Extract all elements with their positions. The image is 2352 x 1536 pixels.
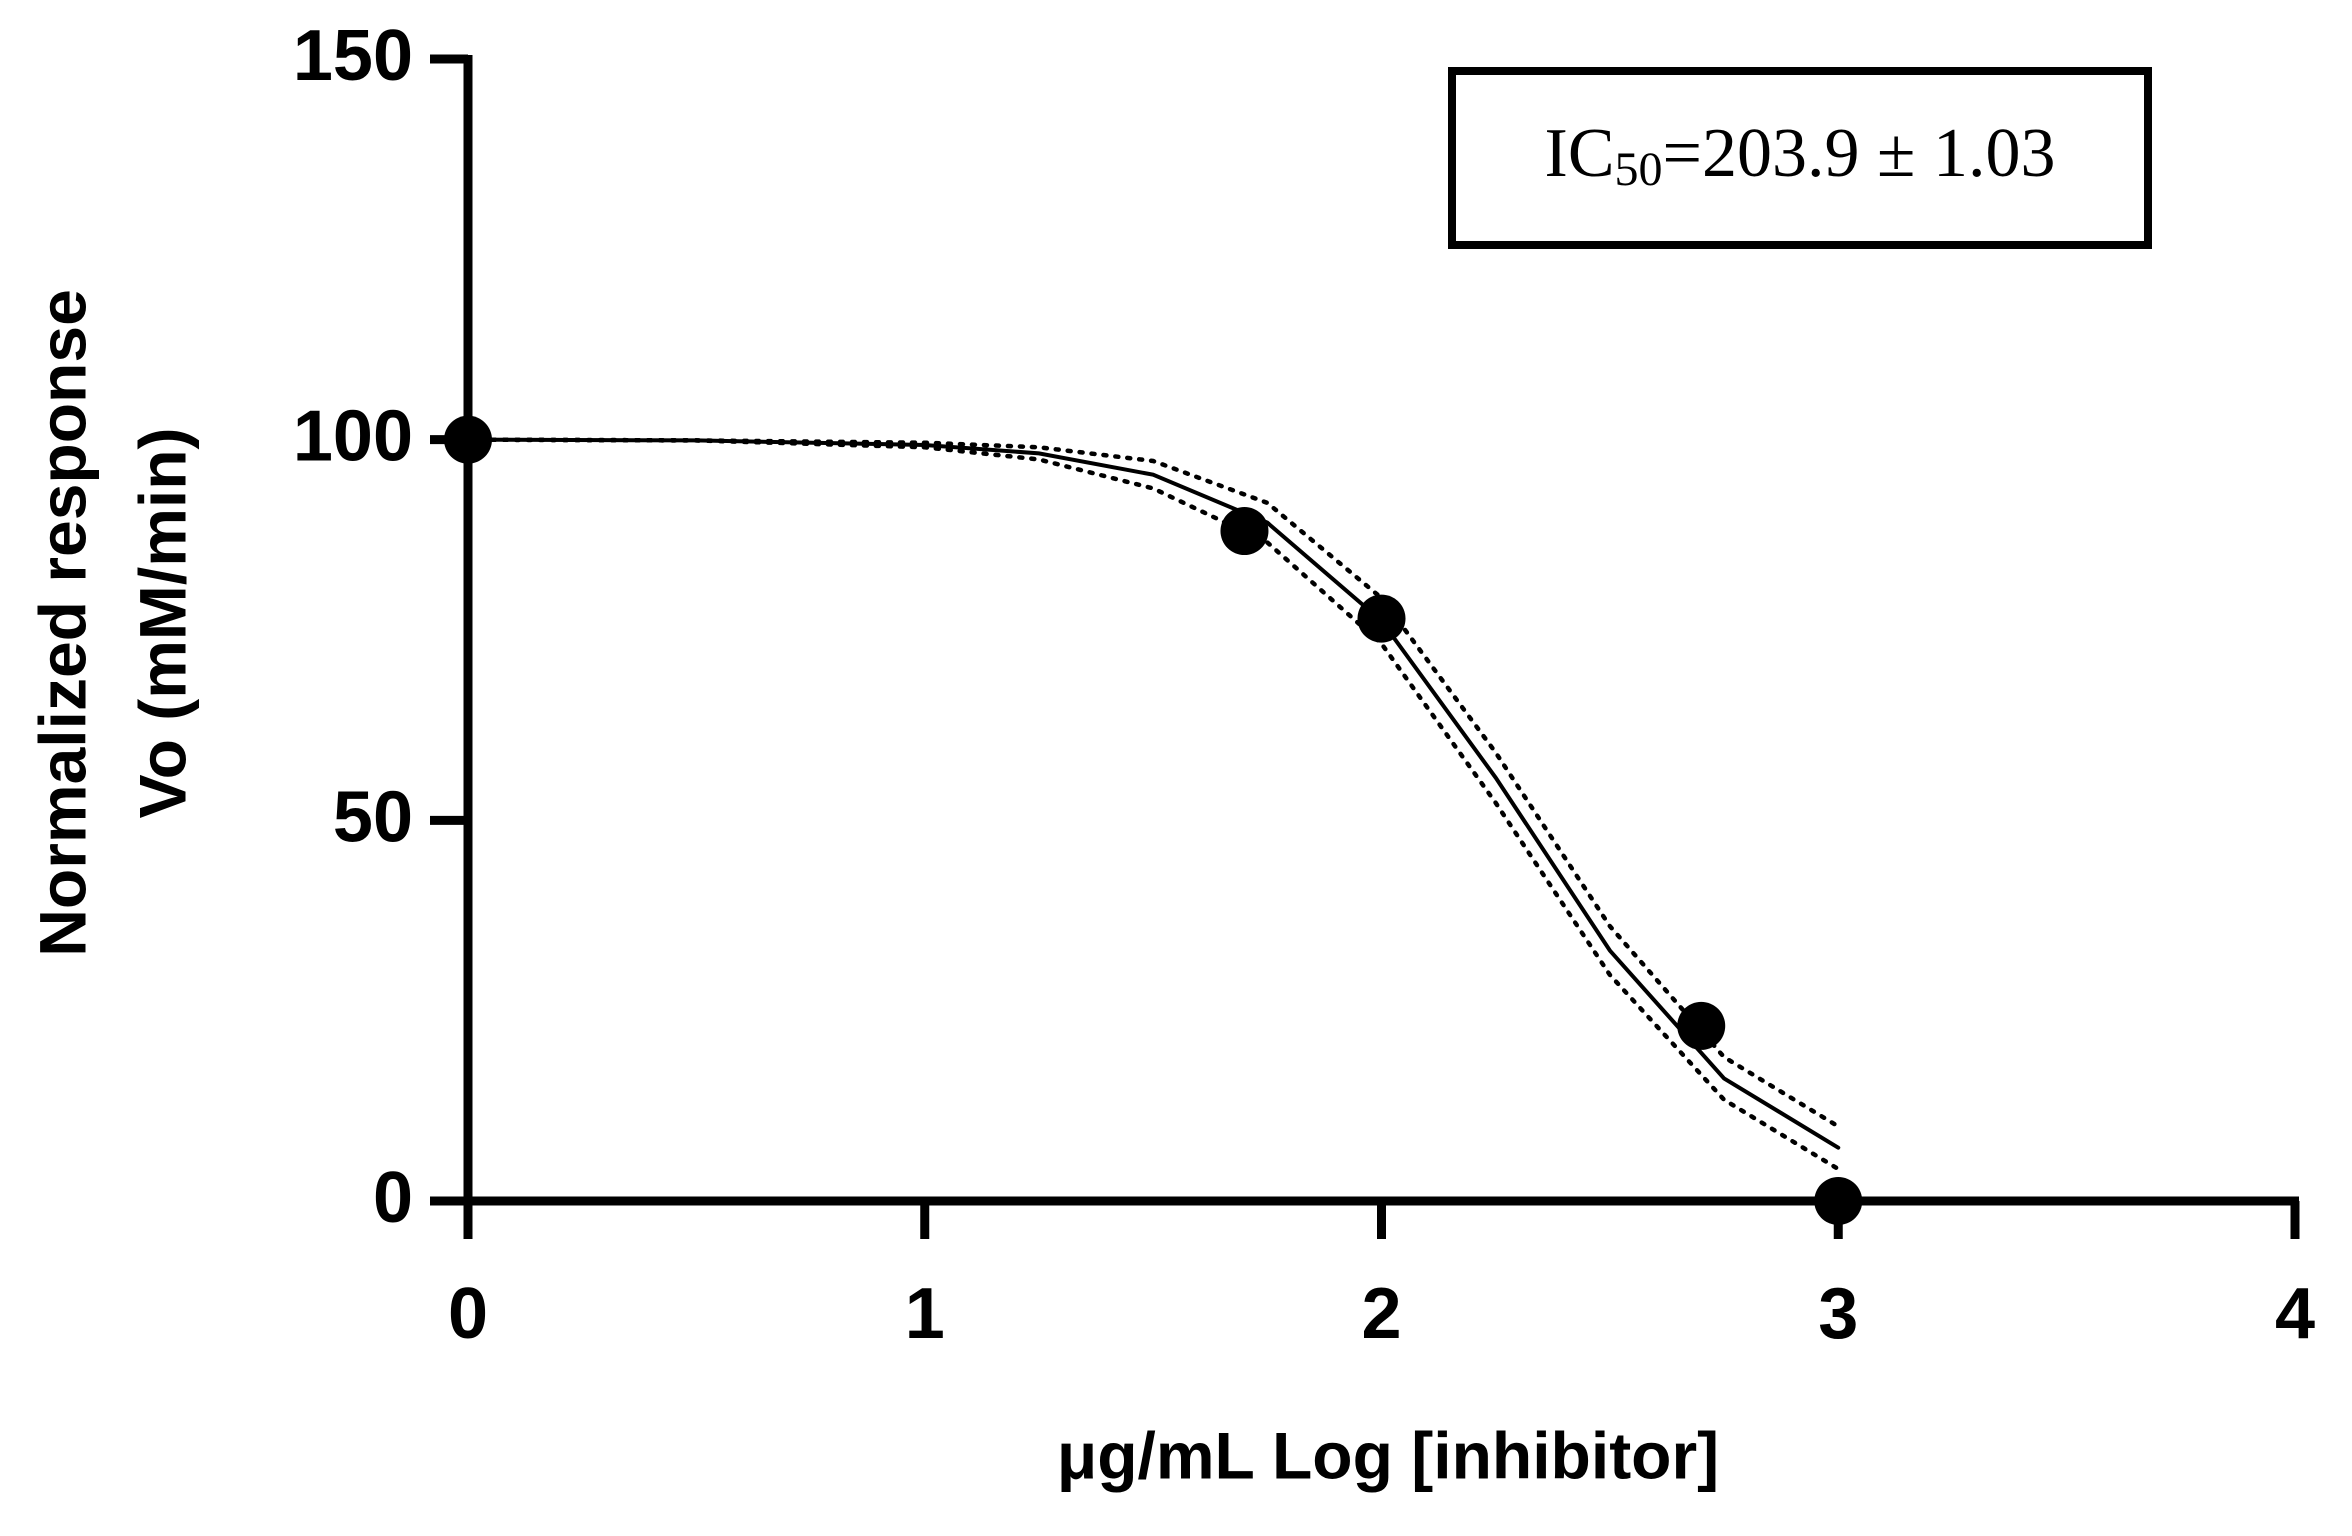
data-point [1677, 1001, 1726, 1050]
y-tick-label: 100 [293, 397, 413, 477]
fit-curve [466, 437, 1841, 1150]
y-axis-title: Normalized response [25, 289, 99, 957]
confidence-band [465, 437, 1841, 1172]
annotation-rest: =203.9 ± 1.03 [1663, 115, 2056, 192]
annotation-sub: 50 [1615, 143, 1663, 196]
x-tick-label: 1 [905, 1274, 945, 1354]
x-axis-title: μg/mL Log [inhibitor] [1057, 1418, 1719, 1492]
x-tick-label: 4 [2275, 1274, 2315, 1354]
y-tick-label: 0 [373, 1158, 413, 1238]
data-point [1814, 1177, 1863, 1225]
data-point [1220, 507, 1269, 556]
x-tick-label: 2 [1361, 1274, 1401, 1354]
y-axis-title: Vo (mM/min) [125, 427, 199, 818]
annotation: IC50=203.9 ± 1.03 [1545, 115, 2056, 196]
annotation-box [1448, 67, 2152, 249]
data-point [444, 415, 492, 464]
x-tick-label: 0 [448, 1274, 488, 1354]
x-tick-label: 3 [1818, 1274, 1858, 1354]
confidence-band [465, 437, 1841, 1129]
y-tick-label: 50 [333, 777, 413, 857]
data-point [1357, 594, 1406, 643]
y-tick-label: 150 [293, 16, 413, 96]
y-axis-title-group: Normalized response Vo (mM/min) [25, 289, 199, 957]
annotation-main: IC [1545, 115, 1615, 192]
